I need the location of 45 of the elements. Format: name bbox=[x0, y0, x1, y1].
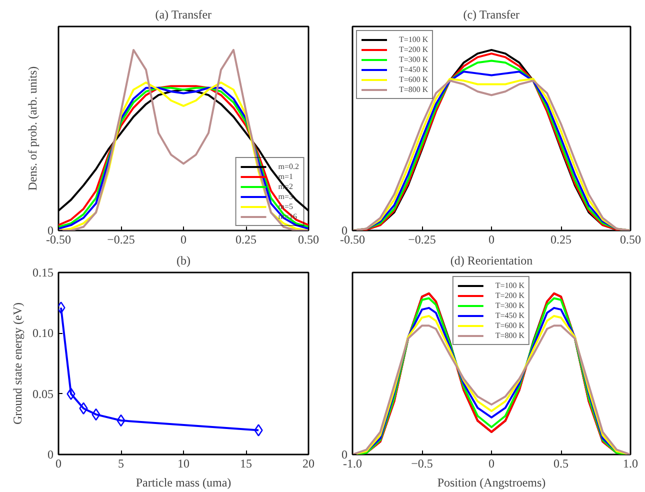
legend-label: T=600 K bbox=[399, 75, 428, 84]
x-tick-label: 0.50 bbox=[620, 232, 641, 246]
x-tick-label: 0.25 bbox=[550, 232, 572, 246]
x-tick-label: 0 bbox=[488, 456, 494, 470]
x-tick-label: −0.25 bbox=[107, 232, 135, 246]
x-axis-title: Particle mass (uma) bbox=[136, 476, 232, 490]
x-tick-label: 20 bbox=[302, 456, 314, 470]
x-tick-label: 10 bbox=[178, 456, 190, 470]
legend-label: T=800 K bbox=[399, 85, 428, 94]
y-tick-label: 0.10 bbox=[32, 326, 54, 340]
y-tick-label: 0 bbox=[48, 448, 54, 462]
legend-label: T=100 K bbox=[399, 35, 428, 44]
x-tick-label: 0 bbox=[180, 232, 186, 246]
x-tick-label: 1.0 bbox=[623, 456, 638, 470]
legend-label: m=3 bbox=[278, 192, 294, 201]
legend-label: T=450 K bbox=[399, 65, 428, 74]
legend-label: T=300 K bbox=[495, 301, 525, 310]
x-tick-label: 15 bbox=[240, 456, 252, 470]
chart-title: (c) Transfer bbox=[463, 8, 520, 22]
legend-label: m=0.2 bbox=[278, 162, 299, 171]
y-tick-label: 0.05 bbox=[32, 386, 54, 401]
x-axis-title: Position (Angstroems) bbox=[437, 476, 546, 490]
x-tick-label: −0.5 bbox=[411, 456, 433, 470]
legend-label: m=16 bbox=[278, 212, 298, 221]
y-axis-title: Ground state energy (eV) bbox=[10, 302, 24, 425]
x-tick-label: 5 bbox=[118, 456, 124, 470]
x-tick-label: 0.50 bbox=[298, 232, 319, 246]
x-tick-label: 0.25 bbox=[236, 232, 256, 246]
x-tick-label: 0 bbox=[488, 232, 494, 246]
chart-title: (d) Reorientation bbox=[450, 254, 533, 268]
legend-label: T=800 K bbox=[495, 331, 525, 340]
x-tick-label: 0.5 bbox=[554, 456, 568, 470]
legend-label: T=300 K bbox=[399, 55, 428, 64]
legend-label: m=1 bbox=[278, 172, 294, 181]
text: 0 bbox=[342, 448, 348, 462]
chart-title: (b) bbox=[176, 254, 191, 268]
legend-label: T=600 K bbox=[495, 321, 525, 330]
legend-label: T=450 K bbox=[495, 311, 525, 320]
legend-label: T=100 K bbox=[495, 281, 525, 290]
x-tick-label: −0.25 bbox=[408, 232, 436, 246]
chart-title: (a) Transfer bbox=[155, 8, 212, 22]
legend-label: T=200 K bbox=[495, 291, 525, 300]
y-axis-title: Dens. of prob. (arb. units) bbox=[26, 66, 40, 191]
y-tick-label: 0.15 bbox=[32, 266, 54, 280]
legend-label: T=200 K bbox=[399, 45, 428, 54]
